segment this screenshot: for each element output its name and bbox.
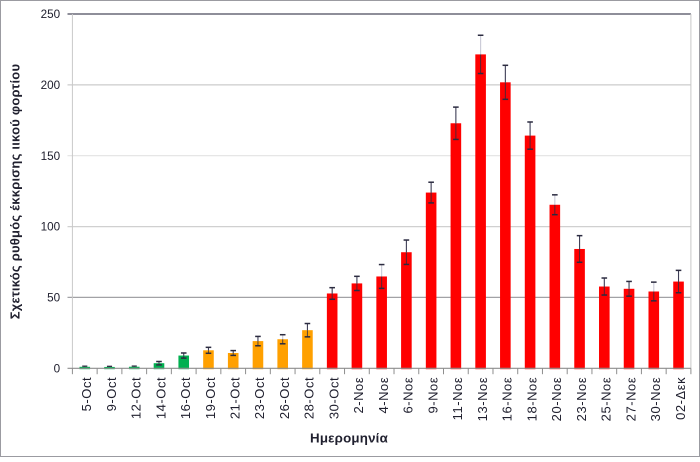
svg-text:25-Νοε: 25-Νοε xyxy=(599,377,614,422)
svg-text:30-Oct: 30-Oct xyxy=(326,377,341,419)
svg-text:18-Νοε: 18-Νοε xyxy=(524,377,539,422)
svg-text:150: 150 xyxy=(41,150,61,163)
svg-text:9-Νοε: 9-Νοε xyxy=(425,377,440,414)
svg-text:Σχετικός ρυθμός έκκρισης ιικού: Σχετικός ρυθμός έκκρισης ιικού φορτίου xyxy=(8,64,23,320)
svg-text:2-Νοε: 2-Νοε xyxy=(351,377,366,414)
svg-text:Ημερομηνία: Ημερομηνία xyxy=(310,431,389,446)
svg-text:6-Νοε: 6-Νοε xyxy=(401,377,416,414)
svg-text:9-Oct: 9-Oct xyxy=(104,377,119,412)
svg-text:4-Νοε: 4-Νοε xyxy=(376,377,391,414)
svg-text:11-Νοε: 11-Νοε xyxy=(450,377,465,421)
svg-text:250: 250 xyxy=(41,8,61,21)
svg-text:28-Oct: 28-Oct xyxy=(302,377,317,419)
svg-text:5-Oct: 5-Oct xyxy=(79,377,94,412)
svg-text:200: 200 xyxy=(41,79,61,92)
svg-text:21-Oct: 21-Oct xyxy=(228,377,243,419)
svg-text:0: 0 xyxy=(54,362,61,375)
svg-text:12-Oct: 12-Oct xyxy=(129,377,144,419)
svg-text:16-Oct: 16-Oct xyxy=(178,377,193,419)
svg-text:27-Νοε: 27-Νοε xyxy=(623,377,638,422)
svg-text:50: 50 xyxy=(47,292,61,305)
svg-text:23-Νοε: 23-Νοε xyxy=(574,377,589,422)
svg-text:13-Νοε: 13-Νοε xyxy=(475,377,490,422)
svg-text:02-Δεκ: 02-Δεκ xyxy=(673,377,688,420)
svg-text:100: 100 xyxy=(41,221,61,234)
svg-text:26-Oct: 26-Oct xyxy=(277,377,292,419)
svg-text:20-Νοε: 20-Νοε xyxy=(549,377,564,422)
svg-text:23-Oct: 23-Oct xyxy=(252,377,267,419)
svg-text:19-Oct: 19-Oct xyxy=(203,377,218,419)
svg-text:30-Νοε: 30-Νοε xyxy=(648,377,663,422)
svg-text:16-Νοε: 16-Νοε xyxy=(500,377,515,422)
svg-text:14-Oct: 14-Oct xyxy=(153,377,168,419)
